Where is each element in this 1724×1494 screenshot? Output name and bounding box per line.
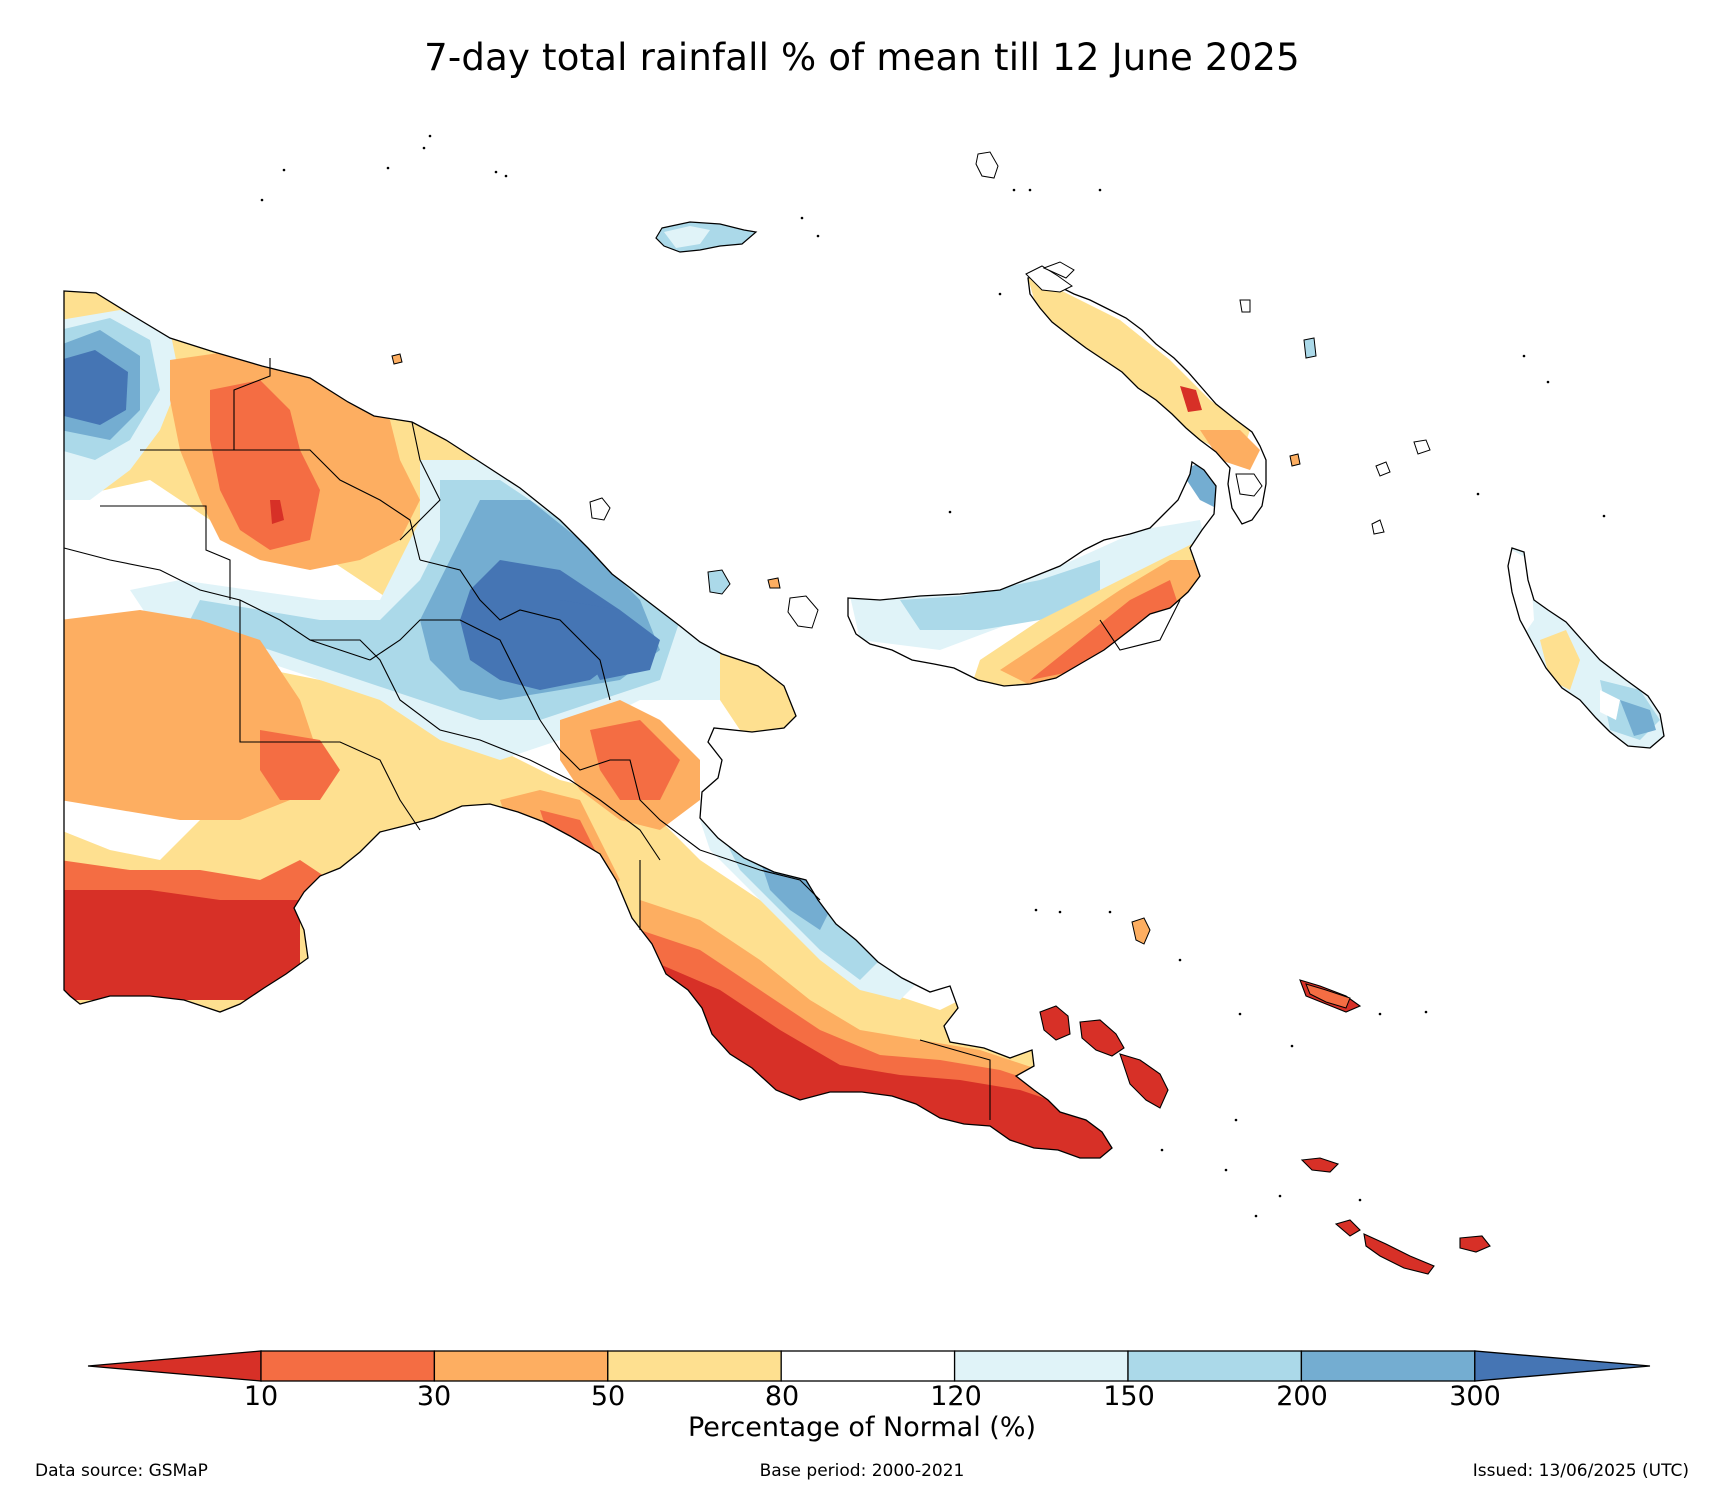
colorbar-tick: 300 xyxy=(1449,1381,1501,1412)
mainland-outline xyxy=(63,290,1113,1159)
colorbar-segment-10_30 xyxy=(260,1350,436,1382)
colorbar-segment-30_50 xyxy=(433,1350,609,1382)
small-islands xyxy=(589,151,1431,629)
colorbar-segment-150_200 xyxy=(1127,1350,1303,1382)
bougainville-outline xyxy=(1507,547,1665,749)
colorbar-segment-200_300 xyxy=(1300,1350,1476,1382)
province-boundaries xyxy=(63,358,991,1120)
colorbar-extension-low xyxy=(87,1350,262,1382)
data-source-note: Data source: GSMaP xyxy=(35,1461,208,1481)
base-period-note: Base period: 2000-2021 xyxy=(759,1461,965,1481)
colorbar-segment-120_150 xyxy=(953,1350,1129,1382)
small-wet-islands xyxy=(707,337,1317,595)
colorbar-tick: 50 xyxy=(590,1381,626,1412)
new-britain-outline xyxy=(847,460,1217,687)
colorbar-tick: 200 xyxy=(1276,1381,1328,1412)
issued-date-note: Issued: 13/06/2025 (UTC) xyxy=(1472,1461,1689,1481)
colorbar-segment-80_120 xyxy=(780,1350,956,1382)
colorbar-tick: 120 xyxy=(930,1381,982,1412)
colorbar-tick: 150 xyxy=(1103,1381,1155,1412)
tiny-islets xyxy=(260,134,1606,1218)
colorbar-label: Percentage of Normal (%) xyxy=(687,1412,1037,1443)
colorbar-extension-high xyxy=(1474,1350,1651,1382)
colorbar-tick: 30 xyxy=(416,1381,452,1412)
new-ireland-outline xyxy=(1027,273,1267,525)
colorbar-tick: 10 xyxy=(243,1381,279,1412)
map-title: 7-day total rainfall % of mean till 12 J… xyxy=(424,36,1300,79)
colorbar-tick: 80 xyxy=(764,1381,800,1412)
colorbar-segment-50_80 xyxy=(607,1350,782,1382)
